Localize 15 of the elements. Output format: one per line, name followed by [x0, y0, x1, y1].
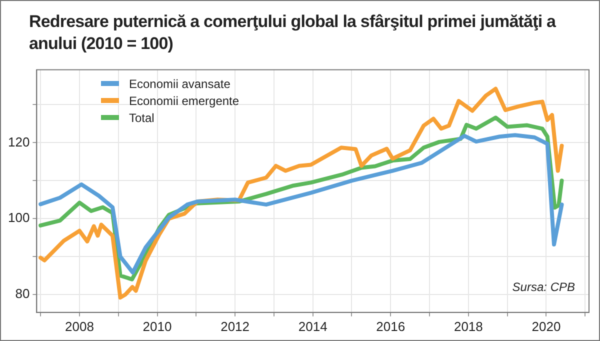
legend-label: Economii emergente	[129, 94, 240, 108]
x-tick-label: 2008	[65, 318, 94, 334]
x-tick-label: 2010	[142, 318, 172, 334]
x-tick-label: 2012	[220, 318, 250, 334]
x-tick-label: 2020	[532, 318, 561, 334]
x-tick-label: 2016	[376, 318, 406, 334]
x-tick-label: 2018	[454, 318, 483, 334]
y-tick-label: 120	[8, 134, 30, 150]
x-tick-label: 2014	[298, 318, 328, 334]
chart-title: Redresare puternică a comerţului global la sfârşitul primei jumătăţi a anului (2010 = 100)	[28, 11, 557, 55]
y-tick-label: 100	[8, 210, 30, 226]
legend-label: Economii avansate	[129, 76, 230, 90]
legend-label: Total	[129, 110, 154, 124]
annotation: Sursa: CPB	[512, 280, 575, 294]
y-tick-label: 80	[15, 286, 30, 302]
